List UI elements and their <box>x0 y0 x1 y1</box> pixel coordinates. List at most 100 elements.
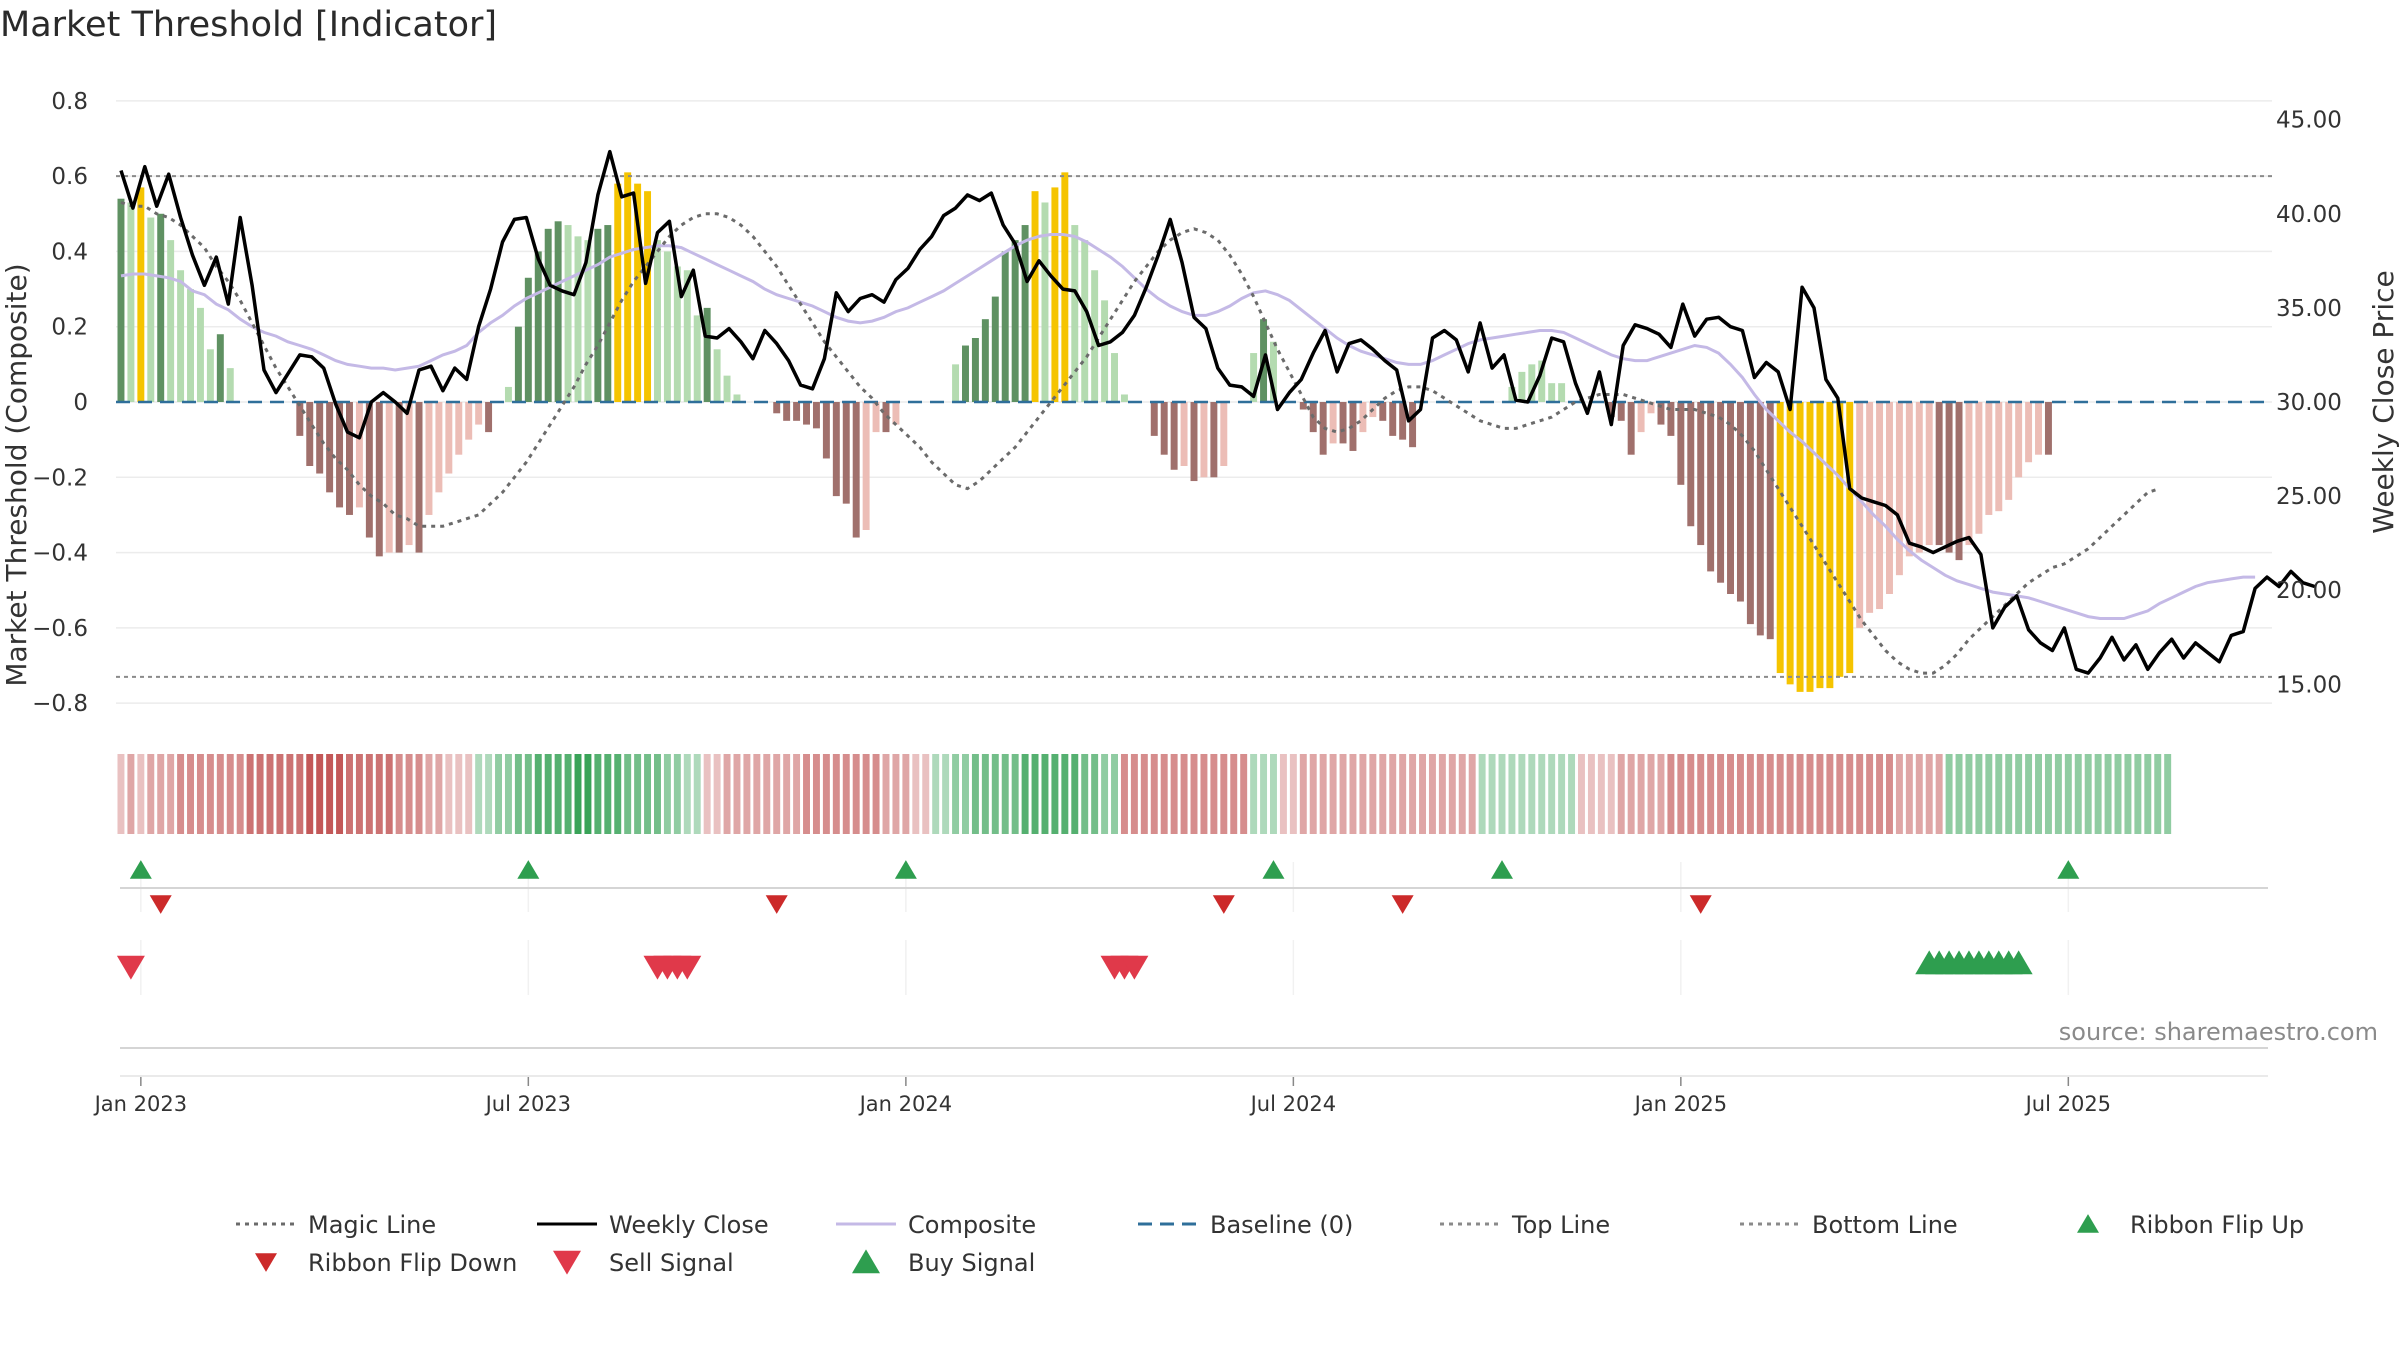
ribbon-cell <box>1756 754 1764 834</box>
composite-bar <box>1816 402 1824 689</box>
ribbon-cell <box>1041 754 1049 834</box>
ribbon-cell <box>1369 754 1377 834</box>
ribbon-cell <box>2025 754 2033 834</box>
ribbon-cell <box>743 754 751 834</box>
ribbon-cell <box>2044 754 2052 834</box>
composite-bar <box>1200 402 1208 478</box>
ribbon-cell <box>1538 754 1546 834</box>
composite-bar <box>673 266 681 402</box>
composite-bar <box>1120 394 1128 402</box>
ribbon-cell <box>1468 754 1476 834</box>
ribbon-cell <box>1120 754 1128 834</box>
composite-bar <box>1508 386 1516 402</box>
ribbon-cell <box>614 754 622 834</box>
ribbon-cell <box>1826 754 1834 834</box>
ribbon-cell <box>375 754 383 834</box>
composite-bar <box>1846 402 1854 674</box>
legend-marker <box>852 1249 880 1274</box>
ribbon-cell <box>1846 754 1854 834</box>
ribbon-cell <box>1985 754 1993 834</box>
ribbon-cell <box>435 754 443 834</box>
right-tick-label: 40.00 <box>2276 202 2342 228</box>
composite-bar <box>1409 402 1417 448</box>
composite-bar <box>733 394 741 402</box>
ribbon-cell <box>1061 754 1069 834</box>
ribbon-cell <box>1200 754 1208 834</box>
ribbon-cell <box>196 754 204 834</box>
ribbon-cell <box>1478 754 1486 834</box>
ribbon-cell <box>226 754 234 834</box>
ribbon-cell <box>1150 754 1158 834</box>
composite-bar <box>445 402 453 474</box>
composite-bar <box>167 240 175 402</box>
composite-bar <box>1150 402 1158 436</box>
composite-bar <box>1935 402 1943 546</box>
ribbon-cell <box>1995 754 2003 834</box>
left-tick-label: 0.6 <box>51 164 88 190</box>
ribbon-cell <box>2005 754 2013 834</box>
composite-bar <box>872 402 880 433</box>
composite-bar <box>346 402 353 515</box>
composite-bar <box>614 183 622 402</box>
ribbon-cell <box>1260 754 1268 834</box>
ribbon-cell <box>2144 754 2152 834</box>
composite-bar <box>117 198 125 402</box>
left-tick-label: 0.2 <box>51 315 88 341</box>
composite-bar <box>1548 383 1556 402</box>
ribbon-cell <box>842 754 850 834</box>
ribbon-cell <box>554 754 562 834</box>
ribbon-cell <box>1717 754 1725 834</box>
ribbon-cell <box>1568 754 1576 834</box>
ribbon-cell <box>1915 754 1923 834</box>
composite-bar <box>1617 402 1625 421</box>
right-tick-label: 35.00 <box>2276 296 2342 322</box>
ribbon-cell <box>1905 754 1913 834</box>
ribbon-flip-down-marker <box>1212 895 1235 914</box>
ribbon-cell <box>1627 754 1635 834</box>
composite-bar <box>862 402 870 530</box>
ribbon-cell <box>624 754 632 834</box>
left-tick-label: −0.6 <box>32 616 88 642</box>
ribbon-cell <box>852 754 860 834</box>
ribbon-cell <box>1587 754 1595 834</box>
weekly-close-line <box>119 149 2316 675</box>
ribbon-cell <box>385 754 393 834</box>
composite-bar <box>216 334 224 402</box>
composite-bar <box>663 251 671 402</box>
ribbon-cell <box>1180 754 1188 834</box>
ribbon-cell <box>1021 754 1029 834</box>
ribbon-cell <box>187 754 194 834</box>
ribbon-cell <box>1091 754 1099 834</box>
composite-bar <box>504 386 512 402</box>
ribbon-cell <box>1419 754 1426 834</box>
ribbon-cell <box>2124 754 2132 834</box>
composite-bar <box>1399 402 1407 440</box>
right-tick-label: 45.00 <box>2276 108 2342 134</box>
composite-bar <box>1945 402 1953 553</box>
ribbon-cell <box>1111 754 1118 834</box>
composite-bar <box>971 338 979 402</box>
composite-bar <box>1736 402 1744 602</box>
composite-bar <box>1876 402 1884 610</box>
ribbon-cell <box>971 754 979 834</box>
left-tick-label: 0.4 <box>51 239 88 265</box>
ribbon-cell <box>1329 754 1337 834</box>
ribbon-cell <box>1081 754 1089 834</box>
legend-label: Top Line <box>1511 1211 1610 1239</box>
ribbon-flip-up-marker <box>1262 860 1285 879</box>
ribbon-cell <box>1349 754 1357 834</box>
composite-bar <box>127 202 135 402</box>
ribbon-cell <box>683 754 691 834</box>
ribbon-cell <box>127 754 135 834</box>
ribbon-cell <box>524 754 532 834</box>
composite-bar <box>1180 402 1188 466</box>
composite-bar <box>365 402 373 538</box>
ribbon-cell <box>1836 754 1844 834</box>
composite-bar <box>1379 402 1387 421</box>
ribbon-cell <box>1736 754 1744 834</box>
ribbon-cell <box>1667 754 1675 834</box>
ribbon-cell <box>1498 754 1506 834</box>
composite-bar <box>2035 402 2042 455</box>
ribbon-cell <box>773 754 781 834</box>
composite-bar <box>783 402 791 421</box>
